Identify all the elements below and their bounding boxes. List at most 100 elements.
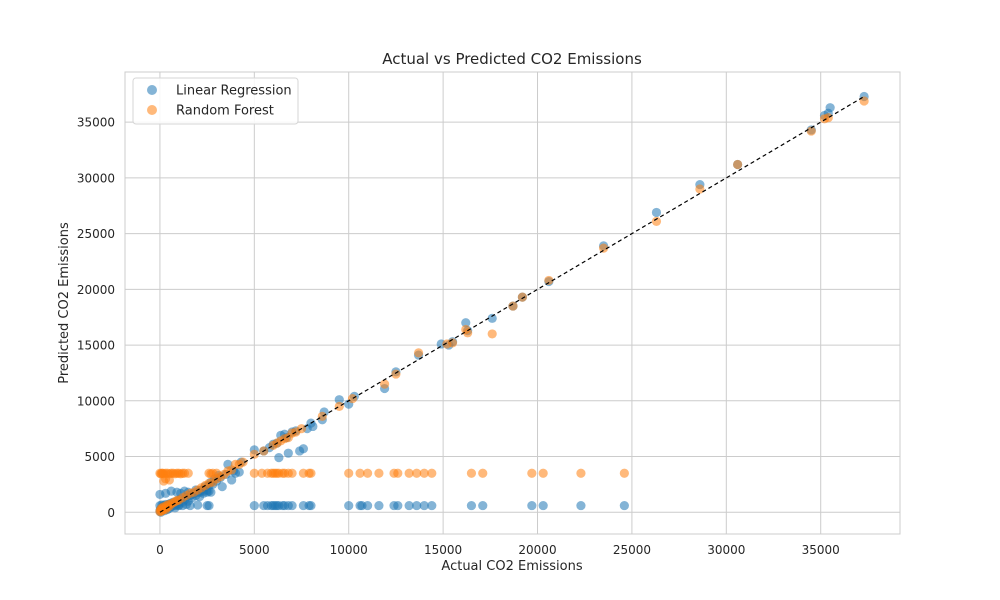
x-tick-label: 5000: [239, 543, 270, 557]
legend: Linear Regression Random Forest: [132, 77, 299, 125]
data-point: [363, 468, 373, 478]
x-axis-label: Actual CO2 Emissions: [441, 559, 582, 574]
data-point: [374, 468, 384, 478]
data-point: [183, 468, 193, 478]
data-point: [538, 468, 548, 478]
data-point: [427, 468, 437, 478]
legend-marker-linear-regression: [147, 85, 157, 95]
data-point: [517, 292, 528, 302]
data-point: [306, 500, 316, 511]
data-point: [427, 500, 437, 511]
data-point: [478, 468, 488, 478]
data-point: [413, 348, 424, 358]
y-tick-label: 0: [107, 506, 115, 520]
legend-label-linear-regression: Linear Regression: [176, 84, 292, 99]
data-point: [234, 467, 244, 477]
data-point: [461, 318, 471, 328]
data-point: [344, 500, 354, 511]
data-point: [806, 126, 816, 136]
y-tick-label: 35000: [77, 116, 115, 130]
data-point: [508, 301, 518, 311]
plot-frame: [124, 71, 901, 535]
data-point: [393, 468, 403, 478]
data-point: [193, 500, 203, 510]
data-point: [204, 500, 214, 511]
x-tick-label: 25000: [613, 543, 651, 557]
data-point: [412, 500, 422, 511]
x-tick-label: 20000: [518, 543, 556, 557]
data-point: [576, 500, 586, 511]
x-tick-label: 30000: [707, 543, 745, 557]
chart-title: Actual vs Predicted CO2 Emissions: [382, 50, 642, 68]
y-tick-label: 5000: [84, 450, 115, 464]
legend-label-random-forest: Random Forest: [176, 104, 274, 119]
data-point: [478, 500, 488, 511]
data-point: [334, 401, 344, 411]
data-point: [227, 475, 237, 485]
data-point: [538, 500, 548, 511]
data-point: [391, 369, 401, 379]
y-tick-labels: 0 5000 10000 15000 20000 25000 30000 35000: [77, 116, 115, 520]
data-point: [374, 500, 384, 511]
data-point: [249, 500, 259, 511]
data-point: [217, 482, 227, 492]
data-point: [185, 500, 195, 511]
data-point: [823, 113, 833, 123]
data-point: [598, 243, 609, 253]
data-point: [404, 500, 414, 511]
data-point: [249, 468, 259, 478]
y-axis-label: Predicted CO2 Emissions: [57, 222, 72, 384]
x-tick-label: 35000: [802, 543, 840, 557]
y-tick-label: 15000: [77, 339, 115, 353]
data-point: [317, 411, 327, 422]
x-tick-label: 0: [156, 543, 164, 557]
data-point: [298, 444, 309, 454]
data-point: [249, 449, 259, 459]
data-point: [283, 448, 293, 458]
identity-reference-line: [159, 96, 865, 513]
data-point: [404, 468, 414, 478]
data-point: [651, 216, 662, 226]
data-point: [211, 468, 222, 478]
data-point: [544, 275, 554, 286]
series-layer: [155, 91, 869, 517]
y-tick-label: 10000: [77, 394, 115, 408]
data-point: [419, 500, 429, 511]
x-tick-label: 10000: [330, 543, 368, 557]
data-point: [287, 468, 297, 478]
data-point: [651, 207, 662, 218]
data-point: [355, 468, 365, 478]
legend-box: [132, 77, 299, 125]
y-tick-label: 25000: [77, 227, 115, 241]
data-point: [466, 468, 477, 478]
data-point: [412, 468, 422, 478]
data-point: [334, 395, 344, 405]
data-point: [379, 379, 390, 389]
y-tick-label: 30000: [77, 171, 115, 185]
data-point: [733, 159, 743, 170]
data-point: [363, 500, 373, 511]
data-point: [825, 103, 835, 113]
data-point: [619, 468, 629, 478]
data-point: [306, 468, 316, 478]
data-point: [527, 500, 537, 511]
legend-marker-random-forest: [147, 105, 157, 115]
data-point: [466, 500, 477, 511]
data-point: [619, 500, 629, 511]
data-point: [164, 475, 174, 485]
data-point: [287, 500, 297, 511]
data-point: [576, 468, 586, 478]
data-point: [308, 421, 318, 432]
data-point: [695, 184, 705, 194]
data-point: [347, 393, 358, 404]
x-tick-labels: 0 5000 10000 15000 20000 25000 30000 35000: [156, 543, 840, 557]
data-point: [393, 500, 403, 511]
data-point: [274, 453, 284, 463]
series-random-forest: [155, 96, 869, 517]
data-point: [463, 328, 473, 338]
x-tick-label: 15000: [424, 543, 462, 557]
data-point: [487, 329, 497, 339]
data-point: [419, 468, 429, 478]
